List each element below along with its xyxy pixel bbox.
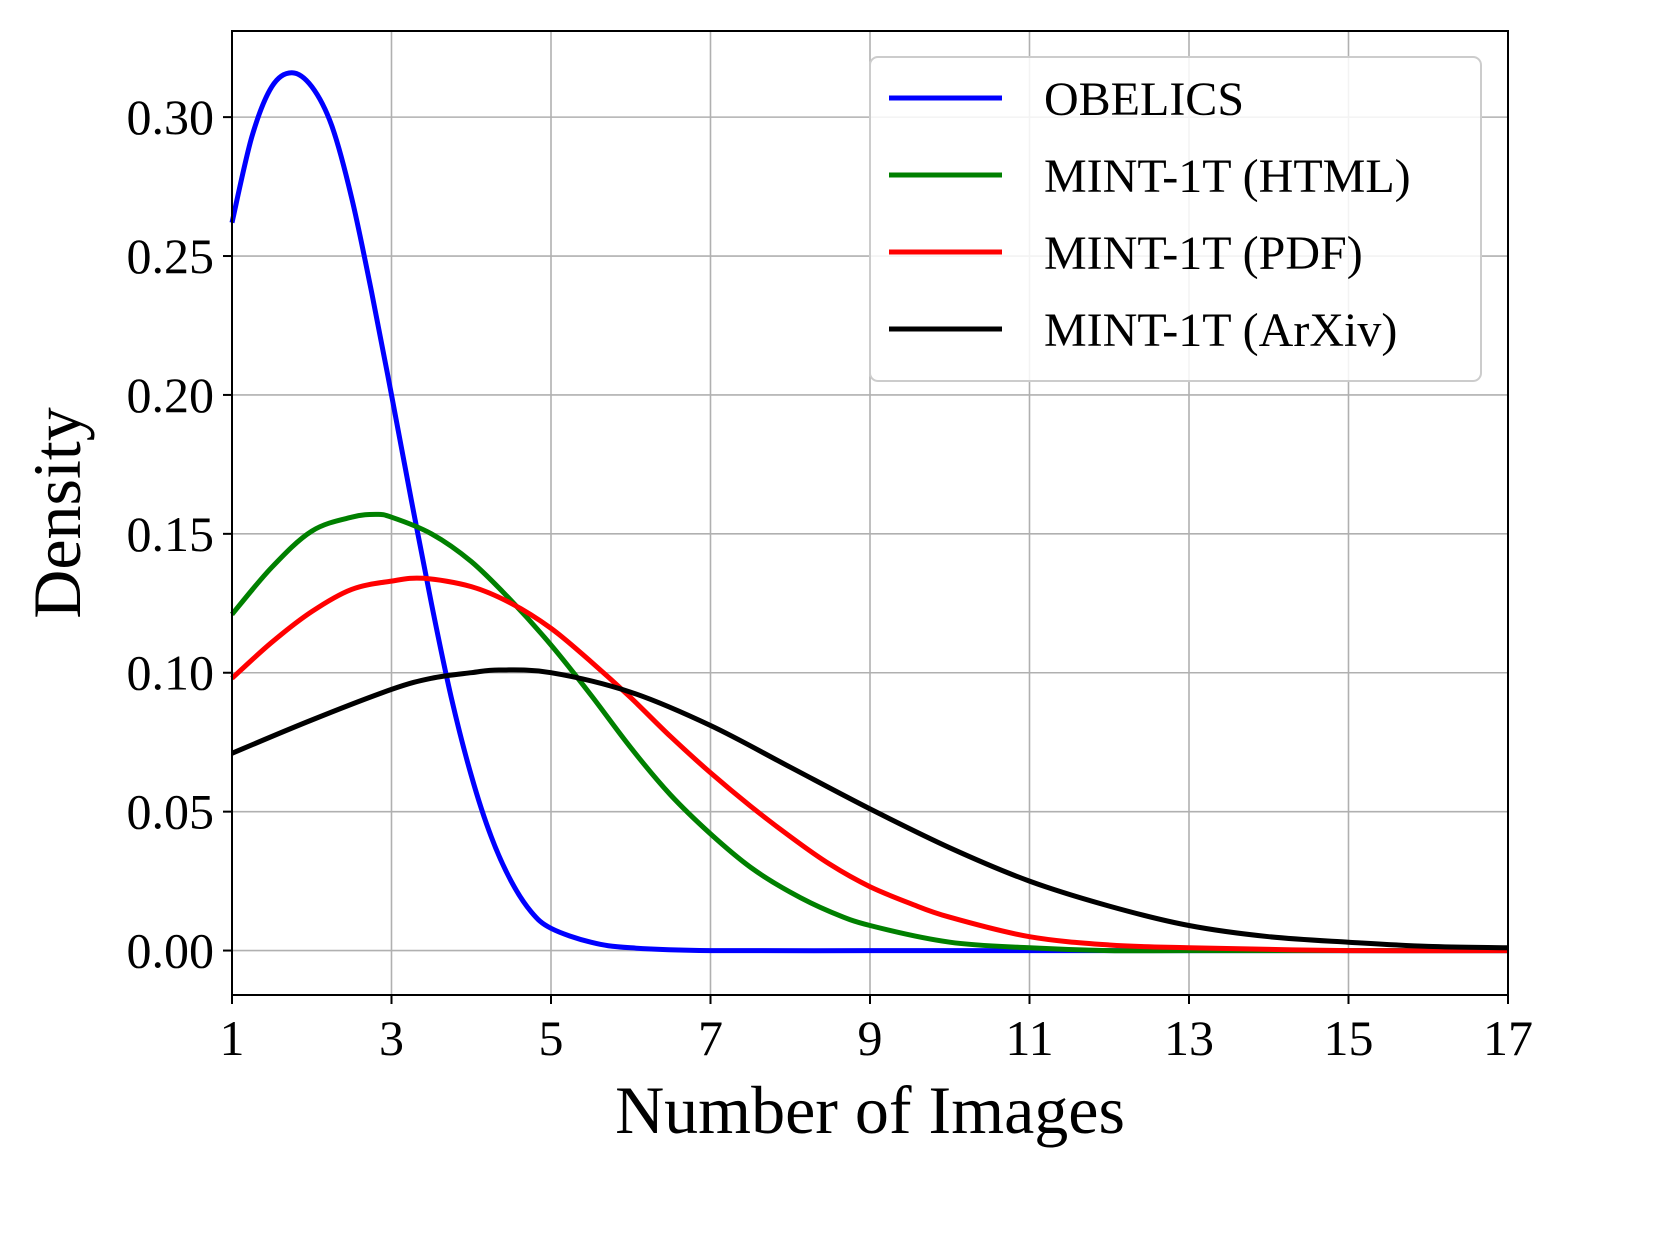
y-axis-label: Density [19,407,95,619]
series-line-2 [230,575,1509,954]
y-tick-label: 0.30 [127,89,215,145]
x-tick-label: 3 [379,1010,404,1066]
series-line-1 [230,511,1508,954]
x-tick-label: 15 [1324,1010,1374,1066]
y-tick-label: 0.05 [127,784,215,840]
y-tick-label: 0.10 [127,645,215,701]
legend-box [869,56,1482,382]
series-lines [229,70,1509,954]
legend-label: MINT-1T (PDF) [1044,227,1363,280]
x-tick-label: 11 [1005,1010,1053,1066]
legend-label: MINT-1T (HTML) [1044,150,1411,203]
series-line-0 [229,70,1508,954]
legend-label: MINT-1T (ArXiv) [1044,304,1397,357]
x-tick-label: 7 [698,1010,723,1066]
y-tick-label: 0.00 [127,923,215,979]
axis-ticks: 1 3 5 7 9 11 13 15 170.000.050.100.150.200.250.3… [127,89,1534,1066]
y-tick-label: 0.20 [127,367,215,423]
y-tick-label: 0.15 [127,506,215,562]
x-tick-label: 17 [1483,1010,1533,1066]
x-tick-label: 9 [858,1010,883,1066]
y-tick-label: 0.25 [127,228,215,284]
series-line-3 [231,667,1509,951]
x-tick-label: 1 [220,1010,245,1066]
x-axis-label: Number of Images [615,1072,1125,1148]
legend-label: OBELICS [1044,73,1244,126]
legend: OBELICS MINT-1T (HTML) MINT-1T (PDF) MINT-1… [869,56,1482,382]
x-tick-label: 13 [1164,1010,1214,1066]
x-tick-label: 5 [539,1010,564,1066]
